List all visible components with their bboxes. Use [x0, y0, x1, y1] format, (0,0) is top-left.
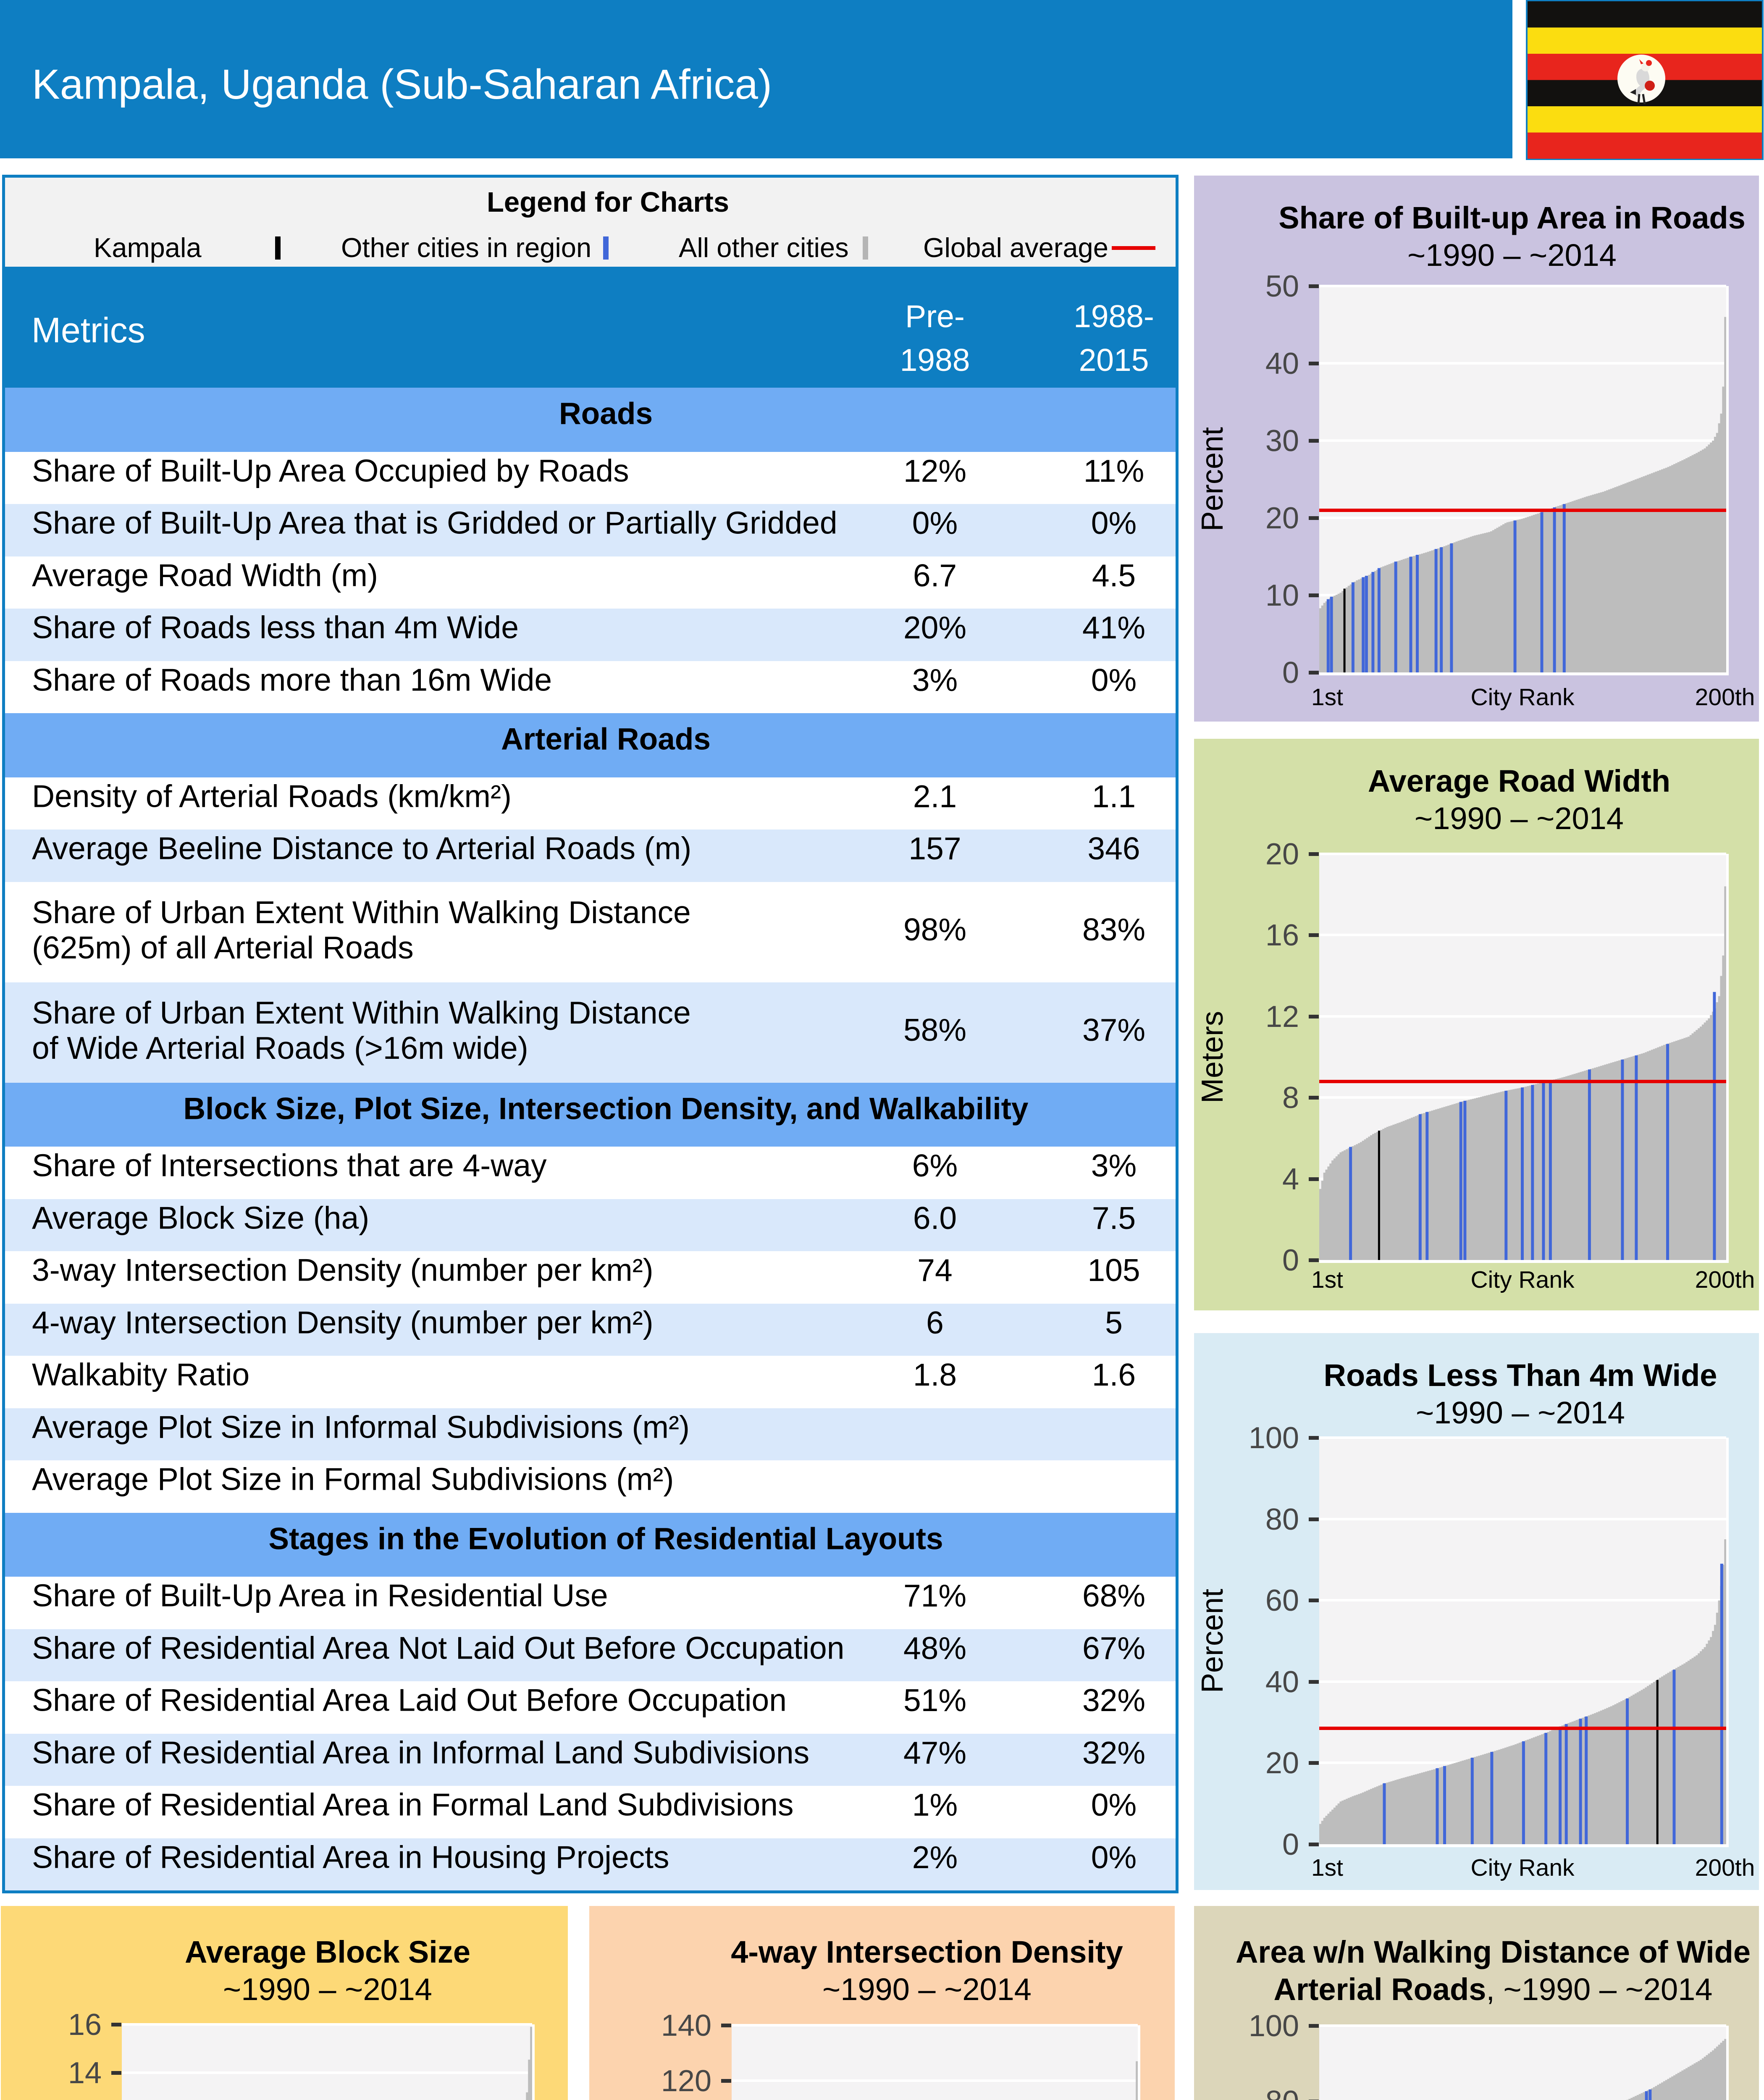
svg-text:Average Road Width: Average Road Width: [1368, 764, 1670, 798]
svg-text:City Rank: City Rank: [1470, 1266, 1575, 1293]
svg-text:Average Block Size: Average Block Size: [185, 1935, 470, 1969]
svg-text:40: 40: [1265, 347, 1299, 381]
svg-text:120: 120: [661, 2064, 711, 2098]
svg-text:~1990 – ~2014: ~1990 – ~2014: [822, 1972, 1032, 2007]
svg-text:12: 12: [1265, 1000, 1299, 1034]
svg-text:100: 100: [1249, 2009, 1299, 2043]
svg-text:200th: 200th: [1695, 1854, 1755, 1881]
svg-text:200th: 200th: [1695, 1266, 1755, 1293]
svg-text:~1990 – ~2014: ~1990 – ~2014: [1415, 801, 1624, 836]
svg-text:20: 20: [1265, 837, 1299, 871]
svg-text:Roads Less Than 4m Wide: Roads Less Than 4m Wide: [1324, 1358, 1717, 1393]
svg-text:0: 0: [1282, 656, 1299, 690]
svg-text:40: 40: [1265, 1665, 1299, 1699]
svg-text:100: 100: [1249, 1421, 1299, 1455]
svg-text:~1990 – ~2014: ~1990 – ~2014: [1407, 238, 1617, 273]
svg-text:Arterial Roads, ~1990 – ~2014: Arterial Roads, ~1990 – ~2014: [1274, 1972, 1713, 2007]
svg-text:20: 20: [1265, 1746, 1299, 1780]
svg-text:0: 0: [1282, 1828, 1299, 1861]
svg-text:Percent: Percent: [1196, 1589, 1229, 1693]
svg-text:8: 8: [1282, 1081, 1299, 1115]
svg-text:20: 20: [1265, 501, 1299, 535]
svg-text:4: 4: [1282, 1163, 1299, 1196]
svg-text:30: 30: [1265, 424, 1299, 458]
svg-text:Share of Built-up Area in Road: Share of Built-up Area in Roads: [1278, 200, 1745, 235]
svg-text:16: 16: [1265, 919, 1299, 952]
svg-text:~1990 – ~2014: ~1990 – ~2014: [1416, 1395, 1625, 1430]
svg-text:50: 50: [1265, 270, 1299, 303]
svg-text:City Rank: City Rank: [1470, 1854, 1575, 1881]
svg-text:10: 10: [1265, 579, 1299, 612]
svg-text:16: 16: [68, 2008, 102, 2042]
svg-text:4-way Intersection Density: 4-way Intersection Density: [731, 1935, 1123, 1969]
svg-text:0: 0: [1282, 1244, 1299, 1277]
svg-text:80: 80: [1265, 2085, 1299, 2100]
svg-text:City Rank: City Rank: [1470, 684, 1575, 711]
svg-text:1st: 1st: [1311, 1854, 1343, 1881]
svg-text:200th: 200th: [1695, 684, 1755, 711]
svg-text:60: 60: [1265, 1584, 1299, 1617]
svg-text:14: 14: [68, 2056, 102, 2090]
svg-text:Area w/n Walking Distance of W: Area w/n Walking Distance of Wide: [1236, 1935, 1751, 1969]
svg-text:1st: 1st: [1311, 684, 1343, 711]
svg-text:1st: 1st: [1311, 1266, 1343, 1293]
svg-text:80: 80: [1265, 1503, 1299, 1536]
svg-text:140: 140: [661, 2009, 711, 2042]
svg-text:~1990 – ~2014: ~1990 – ~2014: [223, 1972, 432, 2007]
svg-text:Meters: Meters: [1196, 1011, 1229, 1103]
svg-text:Percent: Percent: [1196, 427, 1229, 531]
